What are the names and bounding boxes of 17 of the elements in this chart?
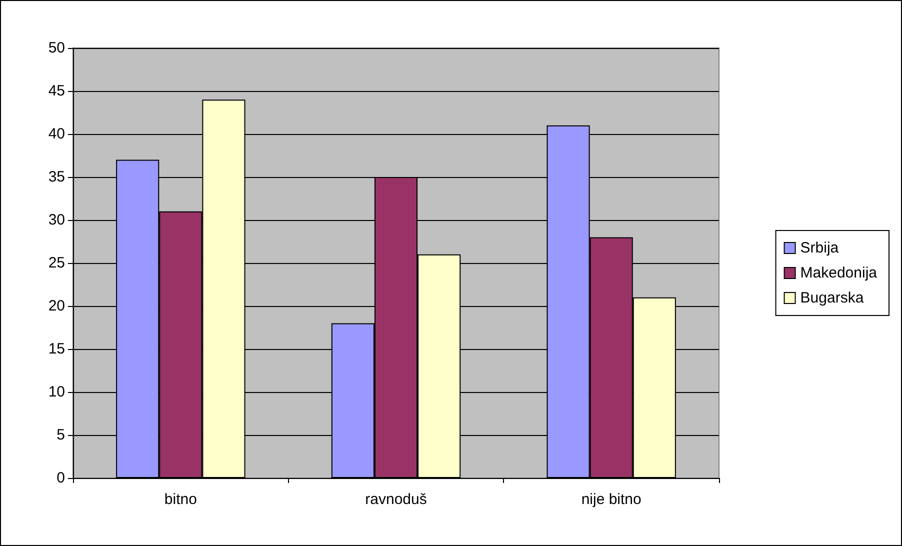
y-tick-label: 40 — [48, 126, 65, 142]
y-tick-label: 10 — [48, 384, 65, 400]
legend-label: Makedonija — [800, 264, 878, 282]
y-tick-label: 15 — [48, 340, 65, 358]
y-tick-label: 25 — [48, 254, 65, 272]
y-tick-label: 45 — [48, 82, 65, 100]
y-tick-label: 5 — [56, 426, 65, 444]
y-tick-label: 35 — [48, 168, 65, 186]
y-tick-label: 50 — [48, 40, 65, 56]
legend-label: Srbija — [800, 240, 840, 256]
x-tick-label: ravnoduš — [365, 491, 427, 508]
y-tick-label: 30 — [48, 212, 65, 228]
legend-label: Bugarska — [800, 290, 864, 306]
x-tick-label: nije bitno — [581, 491, 642, 508]
y-tick-label: 20 — [48, 298, 65, 314]
x-tick-label: bitno — [164, 491, 197, 508]
y-tick-label: 0 — [56, 470, 65, 486]
